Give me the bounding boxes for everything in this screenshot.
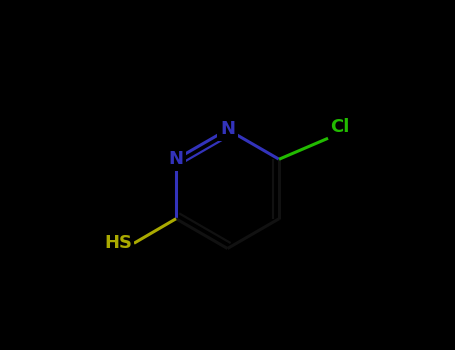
Text: Cl: Cl: [330, 119, 349, 136]
Text: HS: HS: [104, 234, 132, 252]
Text: N: N: [168, 150, 183, 168]
Text: N: N: [220, 120, 235, 139]
